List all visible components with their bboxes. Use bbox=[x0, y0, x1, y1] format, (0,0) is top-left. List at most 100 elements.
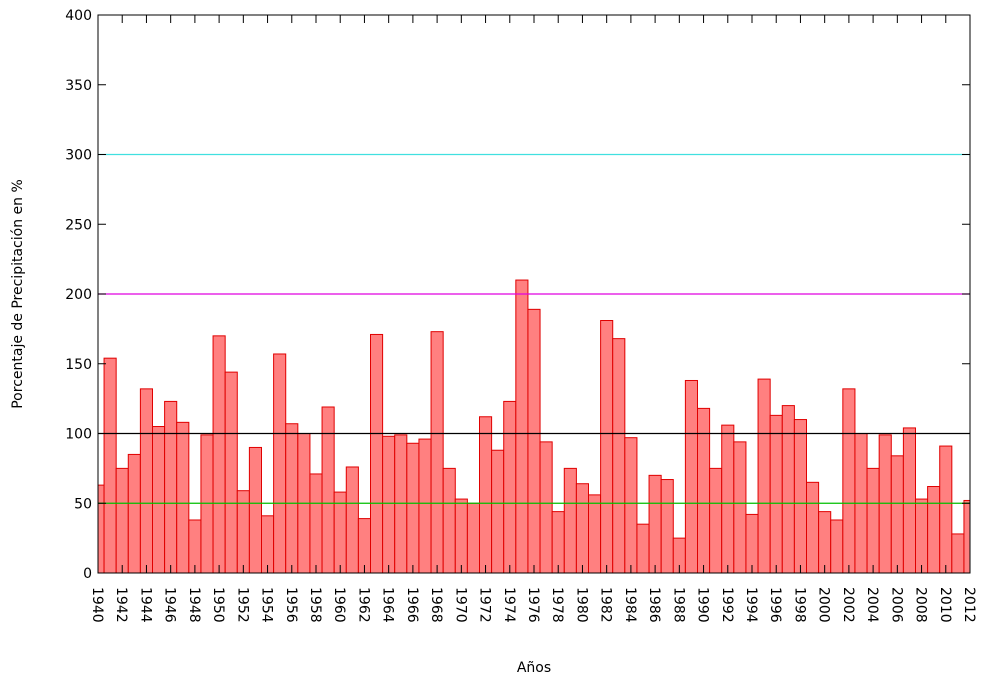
bar bbox=[551, 511, 565, 573]
x-tick-label: 1994 bbox=[743, 587, 759, 623]
x-tick-label: 2002 bbox=[840, 587, 856, 623]
y-axis-label: Porcentaje de Precipitación en % bbox=[10, 179, 26, 409]
x-tick-label: 1986 bbox=[646, 587, 662, 623]
bar bbox=[709, 467, 723, 573]
x-tick-label: 1950 bbox=[210, 587, 226, 623]
x-tick-label: 1980 bbox=[573, 587, 589, 623]
x-tick-label: 1942 bbox=[113, 587, 129, 623]
bar bbox=[563, 467, 577, 573]
y-tick-label: 200 bbox=[65, 287, 92, 303]
x-tick-label: 1952 bbox=[234, 587, 250, 623]
x-tick-label: 2008 bbox=[913, 587, 929, 623]
x-tick-label: 1982 bbox=[598, 587, 614, 623]
bar bbox=[939, 445, 953, 573]
bar bbox=[600, 320, 614, 573]
bar bbox=[660, 479, 674, 573]
bar bbox=[224, 371, 238, 573]
bar bbox=[745, 513, 759, 573]
x-tick-label: 1978 bbox=[549, 587, 565, 623]
bar bbox=[575, 483, 590, 573]
bar bbox=[927, 486, 941, 573]
bar bbox=[418, 438, 432, 573]
x-tick-label: 1962 bbox=[355, 587, 371, 623]
x-tick-label: 1984 bbox=[622, 587, 638, 623]
bar bbox=[370, 333, 384, 573]
bar bbox=[648, 474, 662, 573]
bar bbox=[963, 499, 970, 573]
y-tick-label: 400 bbox=[65, 8, 92, 24]
bar bbox=[345, 466, 359, 573]
bar bbox=[321, 406, 335, 573]
bar bbox=[152, 426, 166, 573]
bar bbox=[733, 441, 747, 573]
bar bbox=[539, 441, 553, 573]
reference-lines bbox=[98, 153, 970, 504]
bar bbox=[806, 481, 820, 573]
bar bbox=[902, 427, 917, 573]
x-tick-label: 1990 bbox=[695, 587, 711, 623]
bar bbox=[793, 419, 808, 573]
bar bbox=[830, 519, 844, 573]
x-tick-label: 1958 bbox=[307, 587, 323, 623]
bar bbox=[164, 400, 178, 573]
bars bbox=[98, 279, 970, 573]
bar bbox=[527, 308, 541, 573]
x-tick-label: 1940 bbox=[89, 587, 105, 623]
bar bbox=[684, 379, 699, 573]
x-tick-label: 1946 bbox=[162, 587, 178, 623]
x-tick-label: 1976 bbox=[525, 587, 541, 623]
bar bbox=[842, 388, 856, 573]
bar bbox=[212, 335, 226, 573]
bar bbox=[285, 423, 299, 573]
x-tick-label: 1964 bbox=[380, 587, 396, 623]
bar bbox=[612, 338, 626, 573]
bar bbox=[248, 446, 262, 573]
x-tick-label: 1988 bbox=[670, 587, 686, 623]
bar bbox=[394, 434, 408, 573]
x-tick-label: 1956 bbox=[283, 587, 299, 623]
x-tick-label: 2000 bbox=[816, 587, 832, 623]
bar bbox=[382, 435, 396, 573]
bar bbox=[466, 502, 480, 573]
bar bbox=[878, 434, 892, 573]
bar bbox=[309, 473, 323, 573]
bar bbox=[890, 455, 904, 573]
x-tick-label: 1960 bbox=[331, 587, 347, 623]
y-tick-label: 0 bbox=[83, 566, 92, 582]
bar bbox=[769, 414, 783, 573]
bar bbox=[127, 453, 141, 573]
bar bbox=[624, 437, 638, 573]
x-tick-label: 1970 bbox=[452, 587, 468, 623]
x-tick-label: 2010 bbox=[937, 587, 953, 623]
bar bbox=[479, 416, 493, 573]
bar bbox=[406, 442, 420, 573]
y-tick-label: 350 bbox=[65, 78, 92, 94]
x-tick-label: 1966 bbox=[404, 587, 420, 623]
bar bbox=[636, 523, 650, 573]
x-tick-label: 1974 bbox=[501, 587, 517, 623]
x-tick-label: 1996 bbox=[767, 587, 783, 623]
bar bbox=[951, 533, 965, 573]
y-tick-label: 300 bbox=[65, 148, 92, 164]
bar bbox=[721, 424, 735, 573]
y-tick-label: 100 bbox=[65, 427, 92, 443]
x-tick-label: 2004 bbox=[864, 587, 880, 623]
bar bbox=[503, 400, 517, 573]
bar bbox=[176, 421, 190, 573]
x-tick-label: 1998 bbox=[791, 587, 807, 623]
bar bbox=[273, 353, 287, 573]
x-tick-label: 1992 bbox=[719, 587, 735, 623]
y-tick-label: 50 bbox=[74, 496, 92, 512]
bar bbox=[115, 467, 129, 573]
x-tick-label: 1944 bbox=[137, 587, 153, 623]
bar bbox=[454, 498, 468, 573]
bar bbox=[781, 405, 795, 573]
bar bbox=[333, 491, 347, 573]
x-tick-label: 1972 bbox=[477, 587, 493, 623]
x-tick-label: 2006 bbox=[888, 587, 904, 623]
bar bbox=[915, 498, 929, 573]
bar bbox=[866, 467, 880, 573]
bar bbox=[103, 357, 117, 573]
bar bbox=[491, 449, 505, 573]
